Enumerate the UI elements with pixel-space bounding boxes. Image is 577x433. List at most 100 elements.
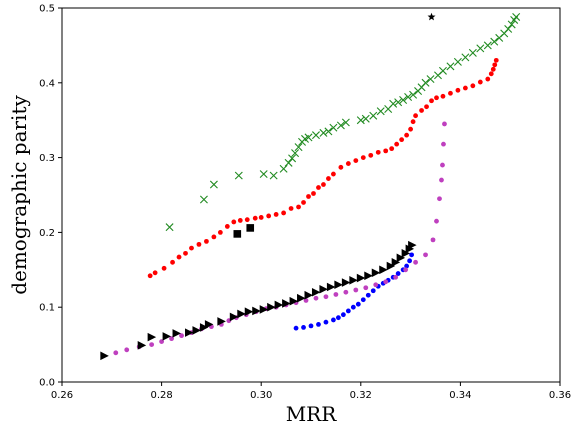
dot-point	[360, 297, 366, 303]
dot-point	[441, 141, 446, 147]
x-marker-point	[269, 171, 278, 180]
dot-point	[311, 191, 316, 196]
x-marker-point	[389, 99, 398, 108]
dot-point	[316, 322, 321, 327]
triangle-point	[199, 323, 209, 332]
dot-point	[252, 215, 258, 221]
square-point	[246, 224, 255, 232]
dot-point	[179, 333, 184, 339]
y-axis-title: demographic parity	[7, 95, 31, 295]
x-marker-point	[288, 154, 297, 163]
dot-point	[353, 158, 359, 163]
star-point	[427, 12, 436, 21]
x-marker-point	[336, 121, 345, 130]
dot-point	[437, 196, 442, 202]
triangle-point	[396, 253, 406, 263]
dot-point	[355, 301, 361, 307]
dot-point	[340, 312, 346, 318]
triangle-point	[356, 273, 366, 283]
x-marker-point	[468, 48, 477, 57]
dot-point	[448, 90, 453, 96]
dot-point	[345, 308, 351, 314]
x-marker-point	[234, 171, 243, 180]
dot-point	[429, 98, 434, 104]
triangle-point	[192, 326, 201, 335]
triangle-point	[304, 290, 314, 300]
x-marker-point	[279, 164, 288, 173]
dot-point	[419, 108, 424, 113]
x-marker-point	[291, 149, 300, 158]
dot-point	[244, 217, 250, 223]
dot-point	[231, 219, 237, 225]
dot-point	[189, 245, 194, 251]
dot-point	[323, 294, 329, 300]
dot-point	[306, 194, 311, 199]
dot-point	[360, 155, 366, 161]
chart-marks	[100, 12, 521, 361]
x-marker-point	[504, 24, 513, 33]
y-tick-label: 0.5	[39, 4, 55, 15]
dot-point	[204, 238, 209, 244]
dot-point	[492, 62, 498, 68]
dot-point	[308, 323, 314, 329]
dot-point	[389, 146, 395, 152]
triangle-point	[408, 240, 417, 250]
y-tick-label: 0.3	[39, 153, 55, 164]
triangle-point	[162, 332, 172, 341]
plot-frame	[61, 7, 561, 383]
y-tick-label: 0.0	[39, 378, 55, 389]
x-tick-label: 0.34	[449, 390, 471, 401]
x-marker-point	[426, 75, 435, 84]
dot-point	[375, 149, 381, 155]
dot-point	[410, 119, 416, 125]
x-marker-point	[361, 114, 370, 123]
dot-point	[430, 237, 436, 243]
dot-point	[439, 177, 444, 183]
dot-point	[343, 289, 349, 295]
dot-point	[488, 71, 494, 77]
triangle-point	[289, 296, 299, 306]
dot-point	[161, 265, 167, 271]
triangle-point	[252, 306, 261, 316]
dot-point	[266, 213, 272, 219]
dot-point	[394, 141, 400, 147]
x-marker-point	[284, 158, 293, 167]
series-2	[293, 252, 414, 331]
triangle-point	[349, 275, 358, 285]
dot-point	[176, 254, 182, 260]
dot-point	[395, 271, 401, 276]
x-marker-point	[409, 90, 418, 99]
x-tick-label: 0.26	[51, 390, 73, 401]
triangle-point	[147, 332, 157, 342]
y-tick-label: 0.4	[39, 78, 55, 89]
dot-point	[403, 267, 409, 273]
dot-point	[365, 292, 371, 298]
dot-point	[413, 113, 418, 119]
x-marker-point	[209, 180, 218, 189]
x-marker-point	[446, 62, 455, 71]
dot-point	[237, 218, 243, 223]
triangle-point	[341, 278, 351, 287]
dot-point	[407, 258, 413, 264]
triangle-point	[244, 307, 254, 316]
triangle-point	[172, 329, 182, 338]
x-marker-point	[507, 20, 516, 29]
x-marker-point	[483, 41, 492, 50]
dot-point	[183, 250, 188, 256]
dot-point	[383, 279, 389, 285]
x-marker-point	[319, 128, 328, 137]
triangle-point	[237, 309, 246, 319]
triangle-point	[184, 328, 194, 337]
dot-point	[408, 126, 413, 132]
dot-point	[224, 224, 230, 229]
x-marker-point	[341, 118, 350, 127]
x-marker-point	[304, 133, 313, 142]
x-tick-label: 0.28	[150, 390, 172, 401]
triangle-point	[371, 268, 381, 278]
dot-point	[273, 212, 279, 217]
x-marker-point	[399, 96, 408, 104]
dot-point	[485, 76, 491, 82]
dot-point	[301, 200, 306, 205]
dot-point	[333, 292, 339, 297]
